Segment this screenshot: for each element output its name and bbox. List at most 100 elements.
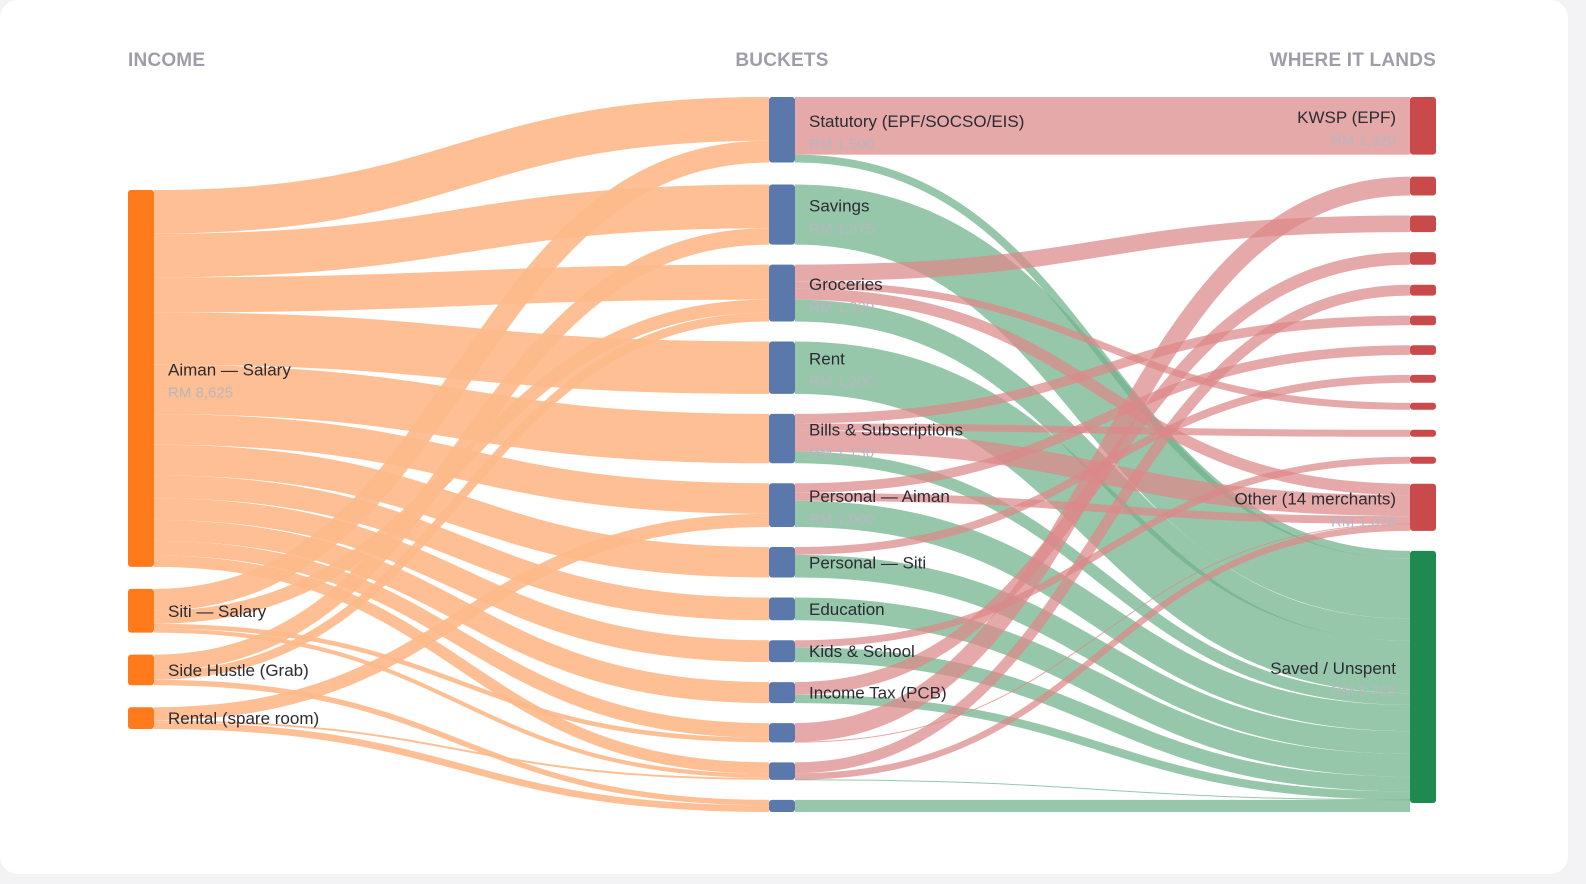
label-education: Education — [809, 600, 885, 619]
link-aiman-to-pers_siti[interactable] — [153, 444, 770, 578]
link-rental-to-b12[interactable] — [153, 720, 770, 780]
label-pers_siti: Personal — Siti — [809, 553, 926, 572]
link-aiman-to-education[interactable] — [153, 475, 770, 621]
link-aiman-to-rent[interactable] — [153, 312, 770, 394]
buckets-column-title: BUCKETS — [735, 50, 828, 71]
node-groceries[interactable] — [769, 264, 795, 322]
link-pers_aiman-to-m6[interactable] — [794, 345, 1411, 493]
node-rental[interactable] — [128, 707, 154, 730]
link-education-to-saved[interactable] — [794, 597, 1411, 777]
destinations-column-title: WHERE IT LANDS — [1270, 50, 1436, 71]
node-savings[interactable] — [769, 184, 795, 245]
link-b11-to-other[interactable] — [794, 523, 1411, 743]
node-m8[interactable] — [1410, 402, 1436, 410]
node-grab[interactable] — [128, 654, 154, 686]
link-aiman-to-statutory[interactable] — [153, 97, 770, 234]
value-kwsp: RM 1,320 — [1331, 132, 1396, 149]
link-aiman-to-savings[interactable] — [153, 184, 770, 278]
node-pers_siti[interactable] — [769, 546, 795, 578]
node-siti[interactable] — [128, 588, 154, 633]
value-pers_aiman: RM 1,000 — [809, 511, 874, 528]
node-m6[interactable] — [1410, 345, 1436, 355]
link-groceries-to-m8[interactable] — [794, 281, 1411, 410]
link-bills-to-saved[interactable] — [794, 451, 1411, 705]
link-b12-to-other[interactable] — [794, 524, 1411, 780]
link-pers_aiman-to-other[interactable] — [794, 492, 1411, 524]
link-groceries-to-m2[interactable] — [794, 215, 1411, 282]
node-statutory[interactable] — [769, 97, 795, 163]
node-bills[interactable] — [769, 413, 795, 464]
label-kwsp: KWSP (EPF) — [1297, 108, 1396, 127]
link-b12-to-saved[interactable] — [794, 779, 1411, 801]
link-aiman-to-groceries[interactable] — [153, 264, 770, 313]
sankey-chart: INCOME BUCKETS WHERE IT LANDS Aiman — Sa… — [128, 50, 1436, 813]
label-savings: Savings — [809, 197, 869, 216]
label-saved: Saved / Unspent — [1270, 659, 1396, 678]
value-saved: RM 5,769 — [1331, 683, 1396, 700]
link-rental-to-b13[interactable] — [153, 722, 770, 813]
node-rent[interactable] — [769, 341, 795, 394]
label-pcb: Income Tax (PCB) — [809, 684, 947, 703]
label-groceries: Groceries — [809, 275, 883, 294]
bucket-links — [794, 96, 1411, 813]
node-kwsp[interactable] — [1410, 97, 1436, 155]
node-saved[interactable] — [1410, 550, 1436, 803]
chart-card: INCOME BUCKETS WHERE IT LANDS Aiman — Sa… — [0, 0, 1568, 874]
node-b13[interactable] — [769, 799, 795, 813]
link-bills-to-m5[interactable] — [794, 315, 1411, 424]
value-other: RM 1,078 — [1331, 513, 1396, 530]
link-b12-to-m4[interactable] — [794, 284, 1411, 774]
link-grab-to-b13[interactable] — [153, 679, 770, 806]
label-grab: Side Hustle (Grab) — [168, 661, 309, 680]
node-m10[interactable] — [1410, 456, 1436, 464]
node-m4[interactable] — [1410, 284, 1436, 296]
node-other[interactable] — [1410, 483, 1436, 531]
label-other: Other (14 merchants) — [1234, 489, 1396, 508]
label-bills: Bills & Subscriptions — [809, 421, 963, 440]
label-statutory: Statutory (EPF/SOCSO/EIS) — [809, 112, 1024, 131]
label-kids: Kids & School — [809, 642, 915, 661]
node-b12[interactable] — [769, 762, 795, 780]
link-pers_aiman-to-saved[interactable] — [794, 500, 1411, 732]
link-rental-to-pers_aiman[interactable] — [153, 513, 770, 721]
value-aiman: RM 8,625 — [168, 384, 233, 401]
nodes — [128, 97, 1436, 813]
node-labels: Aiman — Salary RM 8,625 Siti — Salary Side … — [168, 108, 1396, 728]
label-rental: Rental (spare room) — [168, 709, 319, 728]
node-aiman[interactable] — [128, 190, 154, 567]
link-grab-to-groceries[interactable] — [153, 312, 770, 680]
value-bills: RM 1,130 — [809, 445, 874, 462]
node-m5[interactable] — [1410, 315, 1436, 326]
node-m3[interactable] — [1410, 252, 1436, 265]
node-education[interactable] — [769, 597, 795, 621]
link-aiman-to-kids[interactable] — [153, 498, 770, 663]
link-aiman-to-bills[interactable] — [153, 364, 770, 464]
income-links — [153, 97, 770, 813]
node-m7[interactable] — [1410, 374, 1436, 383]
node-pers_aiman[interactable] — [769, 483, 795, 527]
node-m9[interactable] — [1410, 429, 1436, 437]
link-siti-to-statutory[interactable] — [153, 140, 770, 611]
node-pcb[interactable] — [769, 682, 795, 704]
value-savings: RM 1,375 — [809, 221, 874, 238]
income-column-title: INCOME — [128, 50, 205, 71]
label-pers_aiman: Personal — Aiman — [809, 487, 950, 506]
value-rent: RM 1,200 — [809, 374, 874, 391]
node-m2[interactable] — [1410, 215, 1436, 233]
label-rent: Rent — [809, 350, 845, 369]
value-statutory: RM 1,500 — [809, 136, 874, 153]
link-rent-to-saved[interactable] — [794, 341, 1411, 694]
label-aiman: Aiman — Salary — [168, 360, 291, 379]
node-kids[interactable] — [769, 640, 795, 663]
label-siti: Siti — Salary — [168, 602, 267, 621]
link-aiman-to-b11[interactable] — [153, 540, 770, 738]
column-headers: INCOME BUCKETS WHERE IT LANDS — [128, 50, 1436, 71]
link-kids-to-m10[interactable] — [794, 456, 1411, 648]
node-m1[interactable] — [1410, 176, 1436, 196]
link-groceries-to-other[interactable] — [794, 288, 1411, 496]
link-b11-to-m1[interactable] — [794, 176, 1411, 742]
node-b11[interactable] — [769, 723, 795, 743]
link-savings-to-saved[interactable] — [794, 184, 1411, 619]
link-grab-to-savings[interactable] — [153, 228, 770, 671]
link-bills-to-m9[interactable] — [794, 423, 1411, 437]
